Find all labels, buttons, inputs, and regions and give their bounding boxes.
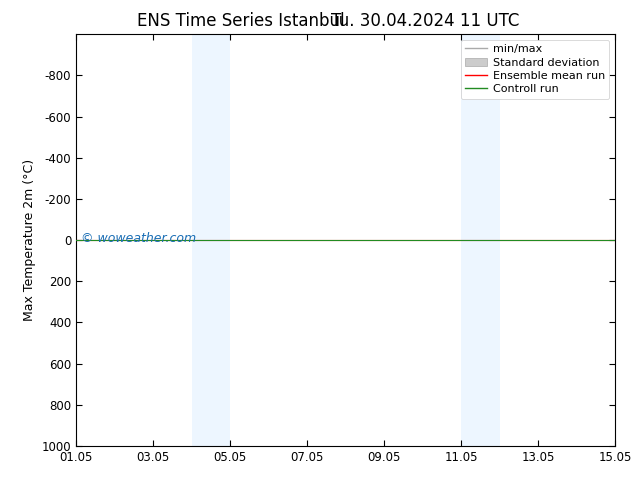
Text: © woweather.com: © woweather.com [81,232,197,245]
Text: ENS Time Series Istanbul: ENS Time Series Istanbul [137,12,345,30]
Legend: min/max, Standard deviation, Ensemble mean run, Controll run: min/max, Standard deviation, Ensemble me… [460,40,609,99]
Bar [191,34,230,446]
Text: Tu. 30.04.2024 11 UTC: Tu. 30.04.2024 11 UTC [330,12,519,30]
Bar [461,34,500,446]
Y-axis label: Max Temperature 2m (°C): Max Temperature 2m (°C) [23,159,36,321]
